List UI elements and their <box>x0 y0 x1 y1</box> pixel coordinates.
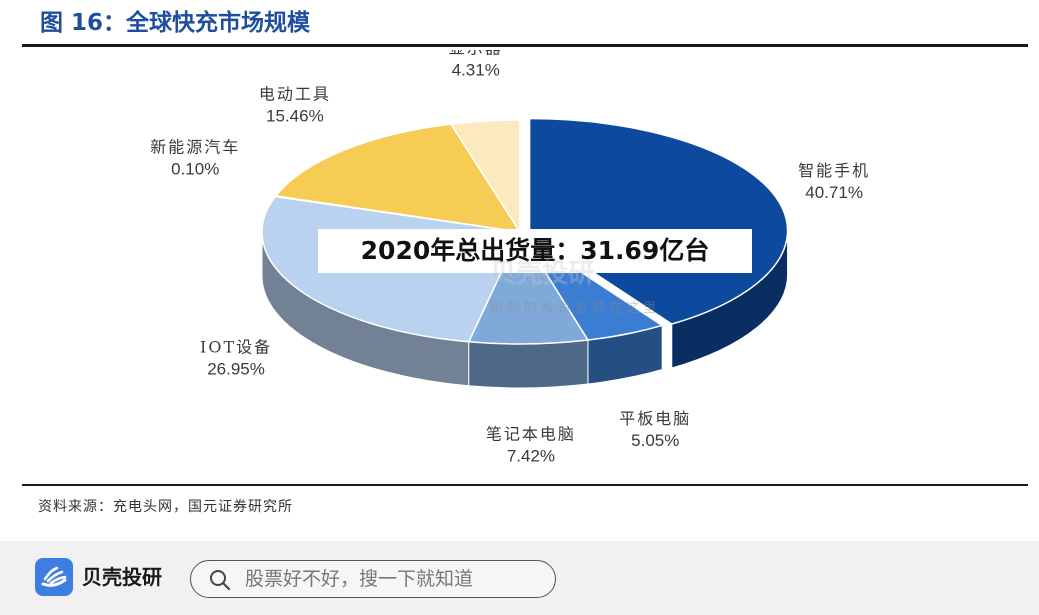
slice-labels: 智能手机 40.71% 平板电脑 5.05% 笔记本电脑 7.42% IOT设备 26.95%… <box>150 50 870 466</box>
pie-side-2 <box>468 339 589 389</box>
slice-label-value: 7.42% <box>507 447 555 466</box>
slice-label-value: 0.10% <box>171 159 219 178</box>
pie-slice-6 <box>449 119 521 235</box>
title-divider <box>22 44 1028 47</box>
watermark-slogan: 聪明的投资者都在这里 <box>490 300 660 316</box>
slice-label-name: 新能源汽车 <box>150 137 240 156</box>
search-icon <box>210 570 231 591</box>
slice-label-name: 电动工具 <box>259 84 331 103</box>
brand-name[interactable]: 贝壳投研 <box>82 565 162 589</box>
slice-label-name: 笔记本电脑 <box>486 425 576 444</box>
slice-label-value: 4.31% <box>452 61 500 80</box>
brand-logo-icon[interactable] <box>35 558 73 596</box>
slice-label-name: 平板电脑 <box>619 409 691 428</box>
annotation-box <box>318 229 752 273</box>
slice-label-name: 显示器 <box>449 50 503 58</box>
pie-slice-2 <box>467 230 590 345</box>
slice-label-value: 15.46% <box>266 106 324 125</box>
watermark-brand: 贝壳投研 <box>490 259 594 289</box>
search-box[interactable]: 股票好不好，搜一下就知道 <box>190 560 556 598</box>
source-note: 资料来源：充电头网，国元证券研究所 <box>38 499 293 515</box>
pie-slice-5 <box>274 123 522 233</box>
search-placeholder: 股票好不好，搜一下就知道 <box>245 568 474 590</box>
app-footer: 贝壳投研 股票好不好，搜一下就知道 <box>0 541 1039 615</box>
slice-label-value: 26.95% <box>207 360 265 379</box>
annotation-text: 2020年总出货量：31.69亿台 <box>361 236 710 265</box>
pie-sides <box>261 230 789 389</box>
pie-chart: 智能手机 40.71% 平板电脑 5.05% 笔记本电脑 7.42% IOT设备 26.95%… <box>150 50 870 466</box>
figure-title: 图 16：全球快充市场规模 <box>40 10 311 36</box>
slice-label-name: IOT设备 <box>200 338 272 357</box>
source-divider <box>22 484 1028 486</box>
slice-label-name: 智能手机 <box>798 161 870 180</box>
slice-label-value: 5.05% <box>631 431 679 450</box>
slice-label-value: 40.71% <box>805 183 863 202</box>
